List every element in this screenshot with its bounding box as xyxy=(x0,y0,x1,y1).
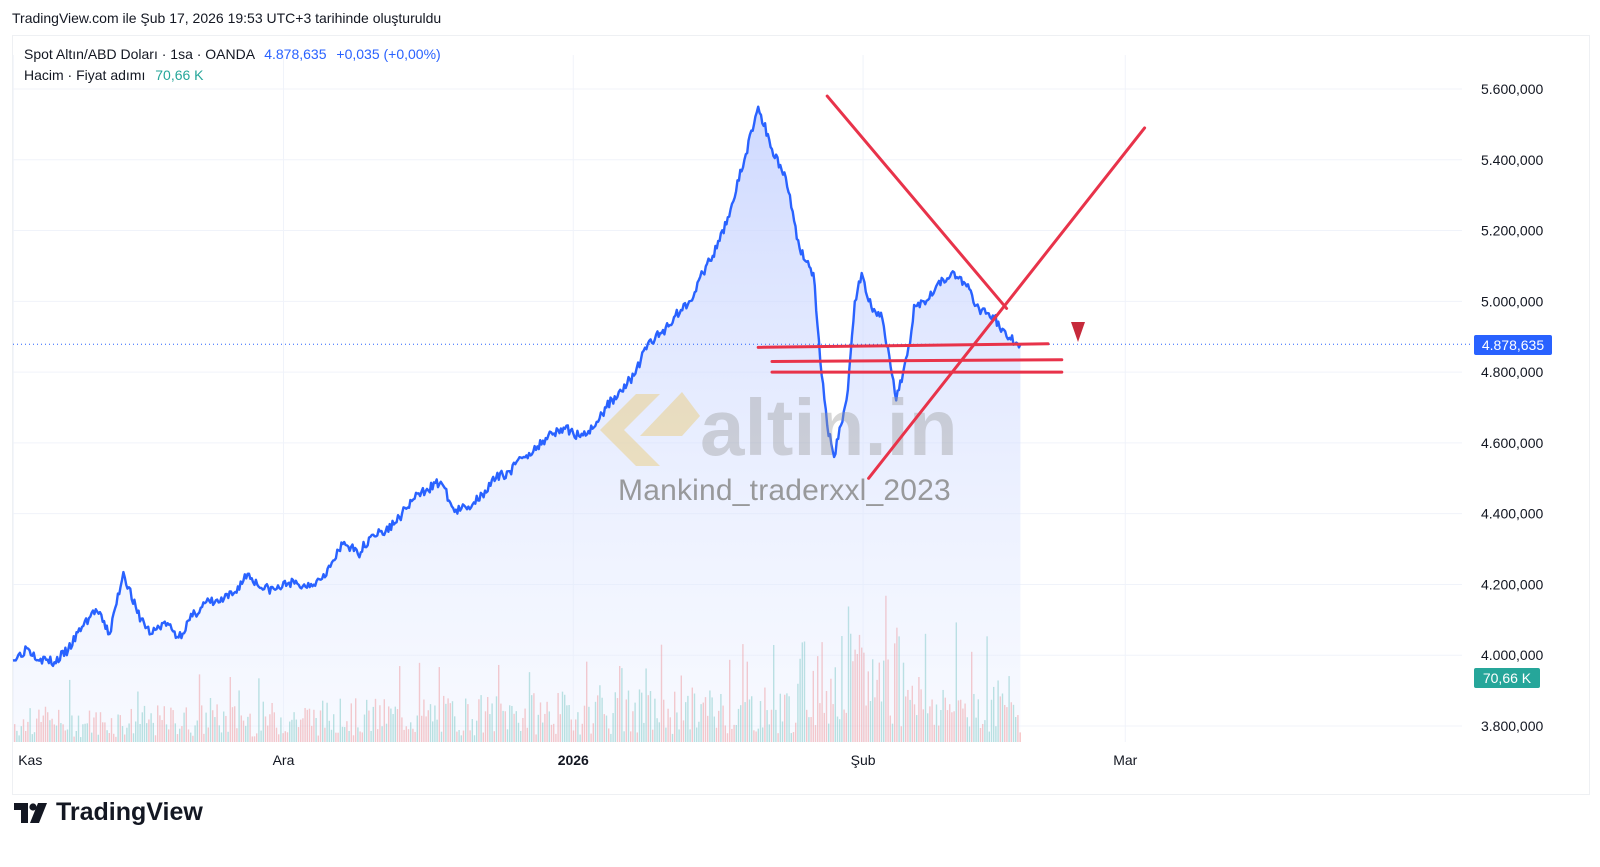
legend-volume-label[interactable]: Hacim · Fiyat adımı xyxy=(24,67,146,83)
chart-frame xyxy=(12,35,1590,795)
created-note: TradingView.com ile Şub 17, 2026 19:53 U… xyxy=(12,10,442,26)
current-volume-badge: 70,66 K xyxy=(1474,668,1540,688)
current-price-badge: 4.878,635 xyxy=(1474,335,1552,355)
y-tick-label: 5.000,000 xyxy=(1481,293,1543,309)
price-area-fill xyxy=(13,106,1021,742)
y-tick-label: 4.400,000 xyxy=(1481,506,1543,522)
time-axis[interactable]: Kas Ara 2026 Şub Mar xyxy=(18,752,1137,768)
y-tick-label: 4.600,000 xyxy=(1481,435,1543,451)
support-line xyxy=(770,358,1064,363)
tradingview-logo-icon xyxy=(14,802,47,823)
brand-name: TradingView xyxy=(56,798,203,826)
watermark-logo: altin.in xyxy=(600,383,958,472)
support-line xyxy=(756,342,1050,349)
trend-line xyxy=(825,94,1009,310)
price-line xyxy=(12,105,1022,668)
y-tick-label: 4.800,000 xyxy=(1481,364,1543,380)
watermark-chevron-icon xyxy=(600,394,660,466)
x-tick-label: 2026 xyxy=(558,752,589,768)
legend-change: +0,035 (+0,00%) xyxy=(336,46,441,62)
trend-line xyxy=(867,126,1147,480)
legend-volume-value: 70,66 K xyxy=(155,67,204,83)
price-axis[interactable]: 5.600,000 5.400,000 5.200,000 5.000,000 4.80… xyxy=(1481,81,1543,734)
y-tick-label: 3.800,000 xyxy=(1481,718,1543,734)
x-tick-label: Kas xyxy=(18,752,42,768)
tradingview-brand[interactable]: TradingView xyxy=(14,798,203,827)
x-tick-label: Ara xyxy=(273,752,295,768)
watermark-username: Mankind_traderxxl_2023 xyxy=(618,474,951,507)
down-arrow-icon xyxy=(1071,322,1085,342)
y-tick-label: 5.200,000 xyxy=(1481,223,1543,239)
price-area xyxy=(12,105,1472,742)
y-tick-label: 5.600,000 xyxy=(1481,81,1543,97)
y-tick-label: 5.400,000 xyxy=(1481,152,1543,168)
legend: Spot Altın/ABD Doları · 1sa · OANDA 4.87… xyxy=(24,44,441,86)
y-tick-label: 4.200,000 xyxy=(1481,576,1543,592)
watermark-logo-text: altin.in xyxy=(700,383,958,472)
y-tick-label: 4.000,000 xyxy=(1481,647,1543,663)
legend-last-price: 4.878,635 xyxy=(264,46,327,62)
x-tick-label: Mar xyxy=(1113,752,1137,768)
drawings[interactable] xyxy=(756,94,1147,480)
legend-symbol[interactable]: Spot Altın/ABD Doları · 1sa · OANDA xyxy=(24,46,255,62)
x-tick-label: Şub xyxy=(851,752,876,768)
watermark-chevron-icon xyxy=(640,392,700,436)
